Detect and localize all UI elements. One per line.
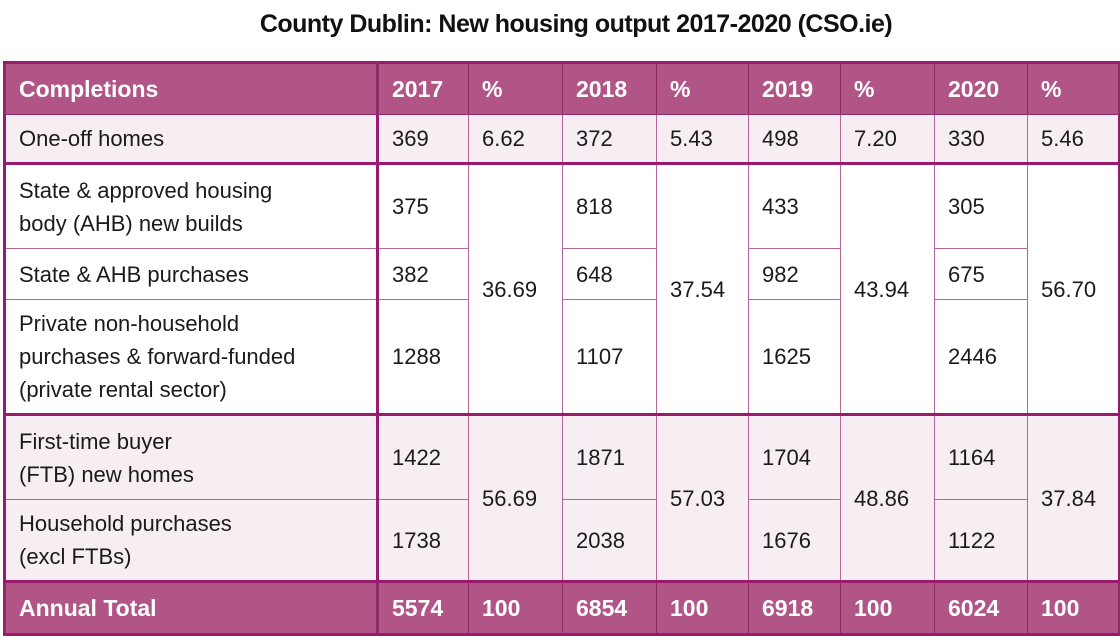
header-pct: %	[656, 61, 749, 115]
cell-value: 1871	[562, 413, 657, 500]
cell-value: 1122	[934, 499, 1028, 582]
cell-pct: 5.46	[1027, 114, 1120, 164]
cell-value: 375	[377, 162, 469, 249]
label-line: Household purchases	[19, 511, 232, 536]
group-pct: 43.94	[840, 162, 935, 415]
cell-pct: 100	[1027, 580, 1120, 636]
row-label: Private non-household purchases & forward…	[3, 299, 379, 415]
cell-value: 1676	[748, 499, 841, 582]
group-pct: 37.84	[1027, 413, 1120, 582]
header-2019: 2019	[748, 61, 841, 115]
header-2020: 2020	[934, 61, 1028, 115]
cell-pct: 5.43	[656, 114, 749, 164]
label-line: (excl FTBs)	[19, 544, 132, 569]
cell-value: 1288	[377, 299, 469, 415]
table-row: Household purchases (excl FTBs) 1738 2038…	[3, 499, 1120, 582]
header-pct: %	[1027, 61, 1120, 115]
cell-value: 6854	[562, 580, 657, 636]
cell-value: 5574	[377, 580, 469, 636]
group-pct: 37.54	[656, 162, 749, 415]
cell-value: 498	[748, 114, 841, 164]
header-completions: Completions	[3, 61, 379, 115]
row-label: Annual Total	[3, 580, 379, 636]
row-label: First-time buyer (FTB) new homes	[3, 413, 379, 500]
table-row: State & approved housing body (AHB) new b…	[3, 162, 1120, 415]
group-pct: 57.03	[656, 413, 749, 582]
header-pct: %	[840, 61, 935, 115]
header-row: Completions 2017 % 2018 % 2019 % 2020 %	[3, 61, 1120, 115]
cell-value: 1738	[377, 499, 469, 582]
cell-value: 1704	[748, 413, 841, 500]
cell-value: 372	[562, 114, 657, 164]
row-label: Household purchases (excl FTBs)	[3, 499, 379, 582]
header-pct: %	[468, 61, 563, 115]
cell-value: 330	[934, 114, 1028, 164]
label-line: purchases & forward-funded	[19, 344, 296, 369]
cell-pct: 100	[656, 580, 749, 636]
cell-value: 6918	[748, 580, 841, 636]
row-label: State & AHB purchases	[3, 248, 379, 300]
label-line: body (AHB) new builds	[19, 210, 243, 236]
cell-value: 2446	[934, 299, 1028, 415]
cell-value: 369	[377, 114, 469, 164]
cell-value: 1422	[377, 413, 469, 500]
table-row: First-time buyer (FTB) new homes 1422 56.…	[3, 413, 1120, 582]
cell-value: 982	[748, 248, 841, 300]
housing-table: Completions 2017 % 2018 % 2019 % 2020 % …	[3, 61, 1120, 636]
group-pct: 56.70	[1027, 162, 1120, 415]
row-label: State & approved housing body (AHB) new b…	[3, 162, 379, 249]
group-pct: 36.69	[468, 162, 563, 415]
cell-value: 1107	[562, 299, 657, 415]
cell-value: 675	[934, 248, 1028, 300]
group-pct: 48.86	[840, 413, 935, 582]
header-2018: 2018	[562, 61, 657, 115]
cell-value: 1625	[748, 299, 841, 415]
table-row: State & AHB purchases 382 648 982 675	[3, 248, 1120, 300]
cell-pct: 100	[468, 580, 563, 636]
label-line: (FTB) new homes	[19, 461, 194, 487]
label-line: (private rental sector)	[19, 377, 227, 402]
header-2017: 2017	[377, 61, 469, 115]
cell-value: 433	[748, 162, 841, 249]
label-line: State & approved housing	[19, 177, 273, 203]
cell-value: 1164	[934, 413, 1028, 500]
cell-value: 305	[934, 162, 1028, 249]
table-row: Private non-household purchases & forward…	[3, 299, 1120, 415]
total-row: Annual Total 5574 100 6854 100 6918 100 …	[3, 580, 1120, 636]
table-row: One-off homes 369 6.62 372 5.43 498 7.20…	[3, 114, 1120, 164]
group-pct: 56.69	[468, 413, 563, 582]
cell-value: 818	[562, 162, 657, 249]
chart-title: County Dublin: New housing output 2017-2…	[259, 10, 893, 38]
cell-value: 382	[377, 248, 469, 300]
label-line: Private non-household	[19, 311, 240, 336]
cell-value: 2038	[562, 499, 657, 582]
cell-value: 648	[562, 248, 657, 300]
cell-pct: 6.62	[468, 114, 563, 164]
cell-pct: 100	[840, 580, 935, 636]
row-label: One-off homes	[3, 114, 379, 164]
cell-value: 6024	[934, 580, 1028, 636]
cell-pct: 7.20	[840, 114, 935, 164]
label-line: First-time buyer	[19, 428, 172, 454]
